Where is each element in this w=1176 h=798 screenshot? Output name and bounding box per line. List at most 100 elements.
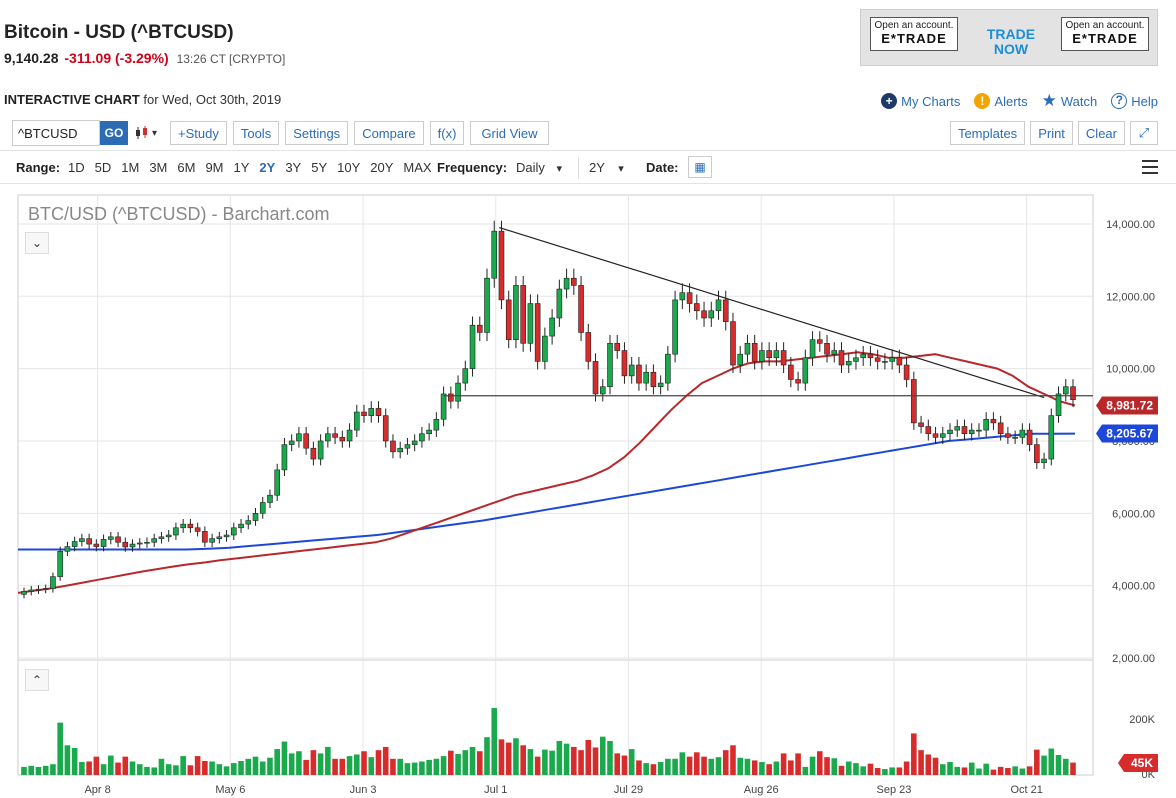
my-charts-link[interactable]: + My Charts xyxy=(881,93,960,109)
candle-body xyxy=(932,433,939,438)
candle-body xyxy=(578,285,584,333)
y-tick-label: 2,000.00 xyxy=(1112,653,1155,665)
volume-bar xyxy=(816,751,823,775)
range-option-5d[interactable]: 5D xyxy=(94,160,112,175)
chart-area[interactable]: 14,000.0012,000.0010,000.008,000.006,000… xyxy=(0,185,1176,798)
ad-right-box[interactable]: Open an account. E*TRADE xyxy=(1061,17,1149,51)
candle-body xyxy=(788,364,794,380)
candle-body xyxy=(462,368,469,384)
volume-bar xyxy=(874,767,881,775)
grid-view-button[interactable]: Grid View xyxy=(470,121,549,145)
fx-button[interactable]: f(x) xyxy=(429,121,465,145)
templates-button[interactable]: Templates xyxy=(949,121,1026,145)
compare-button[interactable]: Compare xyxy=(354,121,424,145)
candle-body xyxy=(947,429,953,435)
candle-body xyxy=(42,588,49,590)
candle-body xyxy=(484,277,490,333)
frequency-select[interactable]: Daily ▾ xyxy=(516,160,562,175)
volume-bar xyxy=(223,766,230,775)
volume-bar xyxy=(93,756,100,775)
y-tick-label: 6,000.00 xyxy=(1112,508,1155,520)
volume-bar xyxy=(498,739,505,775)
candle-body xyxy=(751,343,758,362)
range-option-20y[interactable]: 20Y xyxy=(370,160,394,175)
volume-bar xyxy=(527,749,534,775)
candle-body xyxy=(216,536,223,539)
range-option-6m[interactable]: 6M xyxy=(177,160,196,175)
volume-bar xyxy=(983,763,989,775)
volume-bar xyxy=(259,761,266,775)
y-tick-label: 14,000.00 xyxy=(1106,219,1155,231)
clear-button[interactable]: Clear xyxy=(1077,121,1125,145)
x-tick-label: Jul 1 xyxy=(484,784,507,796)
collapse-price-icon[interactable]: ⌄ xyxy=(25,232,49,254)
candle-body xyxy=(621,350,628,377)
range-option-2y[interactable]: 2Y xyxy=(259,160,276,175)
symbol-input[interactable] xyxy=(12,120,100,146)
period-select[interactable]: 2Y ▾ xyxy=(589,160,624,175)
range-option-3m[interactable]: 3M xyxy=(149,160,168,175)
print-button[interactable]: Print xyxy=(1030,121,1073,145)
etrade-ad[interactable]: Open an account. E*TRADE TRADE NOW Open … xyxy=(860,9,1158,66)
tools-button[interactable]: Tools xyxy=(232,121,280,145)
chevron-down-icon: ▾ xyxy=(152,127,158,139)
ma50-value-tag: 8,981.72 xyxy=(1106,398,1153,412)
volume-bar xyxy=(773,761,780,775)
candle-body xyxy=(838,350,845,366)
collapse-volume-icon[interactable]: ⌃ xyxy=(25,669,49,691)
price-chart-svg[interactable]: 14,000.0012,000.0010,000.008,000.006,000… xyxy=(0,185,1176,798)
candle-body xyxy=(252,513,259,521)
candle-body xyxy=(976,429,982,432)
candle-body xyxy=(701,310,707,319)
ad-left-box[interactable]: Open an account. E*TRADE xyxy=(870,17,958,51)
candle-body xyxy=(549,317,555,337)
volume-bar xyxy=(50,764,56,775)
volume-bar xyxy=(310,750,317,775)
candle-body xyxy=(679,292,686,301)
go-button[interactable]: GO xyxy=(100,121,128,145)
x-tick-label: Apr 8 xyxy=(84,784,110,796)
range-option-3y[interactable]: 3Y xyxy=(285,160,302,175)
candle-body xyxy=(64,546,71,552)
candle-body xyxy=(867,353,874,359)
range-option-1d[interactable]: 1D xyxy=(68,160,85,175)
volume-bar xyxy=(158,758,165,775)
candle-body xyxy=(426,429,432,435)
date-label: Date: xyxy=(646,160,679,175)
volume-value-tag-bg xyxy=(1118,754,1158,772)
expand-icon[interactable]: ⤢ xyxy=(1130,121,1158,145)
candle-body xyxy=(108,536,114,540)
volume-bar xyxy=(484,737,490,775)
volume-bar xyxy=(997,766,1004,775)
candle-body xyxy=(614,343,621,351)
range-option-9m[interactable]: 9M xyxy=(205,160,224,175)
candle-body xyxy=(288,440,295,445)
hamburger-menu-icon[interactable] xyxy=(1142,160,1158,178)
volume-bar xyxy=(585,739,592,775)
settings-button[interactable]: Settings xyxy=(285,121,349,145)
calendar-icon[interactable]: ▦ xyxy=(688,156,712,178)
candle-body xyxy=(802,357,809,384)
range-option-10y[interactable]: 10Y xyxy=(337,160,361,175)
range-option-5y[interactable]: 5Y xyxy=(311,160,328,175)
range-option-1y[interactable]: 1Y xyxy=(233,160,250,175)
help-link[interactable]: ? Help xyxy=(1111,93,1158,109)
volume-bar xyxy=(751,760,758,775)
watch-link[interactable]: ★ Watch xyxy=(1042,91,1098,111)
volume-bar xyxy=(563,743,570,775)
candle-body xyxy=(390,440,396,453)
candle-body xyxy=(209,538,215,543)
candle-body xyxy=(911,379,917,424)
alerts-link[interactable]: ! Alerts xyxy=(974,93,1028,109)
volume-bar xyxy=(607,740,613,775)
volume-bar xyxy=(382,746,389,775)
volume-bar xyxy=(968,762,975,775)
study-button[interactable]: +Study xyxy=(170,121,227,145)
page-title: Bitcoin - USD (^BTCUSD) xyxy=(4,22,234,43)
candle-body xyxy=(223,534,230,538)
range-option-max[interactable]: MAX xyxy=(403,160,432,175)
candlestick-type-icon[interactable]: ▾ xyxy=(134,125,164,141)
volume-bar xyxy=(245,758,252,775)
range-option-1m[interactable]: 1M xyxy=(121,160,140,175)
ad-trade-now[interactable]: TRADE NOW xyxy=(986,26,1036,57)
